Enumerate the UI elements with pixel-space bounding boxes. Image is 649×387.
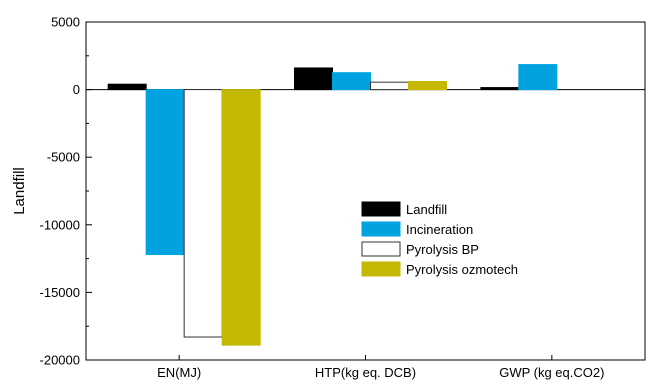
bar-pyrolysis-bp — [183, 89, 223, 338]
bar-pyrolysis-bp — [370, 81, 409, 91]
legend-label: Pyrolysis BP — [406, 242, 479, 257]
bar-pyrolysis-ozmotech — [408, 80, 447, 91]
x-category-label: EN(MJ) — [157, 365, 201, 380]
bar-incineration — [332, 72, 371, 91]
bar-incineration — [518, 64, 558, 91]
y-axis-title: Landfill — [11, 167, 28, 215]
legend-swatch-pyrolysis-ozmotech — [361, 261, 401, 277]
legend-swatch-pyrolysis-bp — [361, 241, 401, 257]
y-tick-label: -20000 — [40, 353, 80, 368]
y-tick-label: -10000 — [40, 217, 80, 232]
legend-label: Pyrolysis ozmotech — [406, 262, 518, 277]
legend-swatch-incineration — [361, 221, 401, 237]
legend-label: Landfill — [406, 202, 447, 217]
x-category-label: HTP(kg eq. DCB) — [315, 365, 416, 380]
bar-pyrolysis-ozmotech — [221, 89, 261, 346]
y-tick-label: -5000 — [47, 150, 80, 165]
bar-landfill — [107, 83, 147, 91]
bar-landfill — [294, 67, 333, 91]
legend-label: Incineration — [406, 222, 473, 237]
bar-incineration — [145, 89, 185, 256]
legend-swatch-landfill — [361, 201, 401, 217]
y-tick-label: -15000 — [40, 285, 80, 300]
y-tick-label: 0 — [73, 82, 80, 97]
bar-landfill — [480, 87, 520, 91]
x-category-label: GWP (kg eq.CO2) — [499, 365, 604, 380]
y-tick-label: 5000 — [51, 15, 80, 30]
